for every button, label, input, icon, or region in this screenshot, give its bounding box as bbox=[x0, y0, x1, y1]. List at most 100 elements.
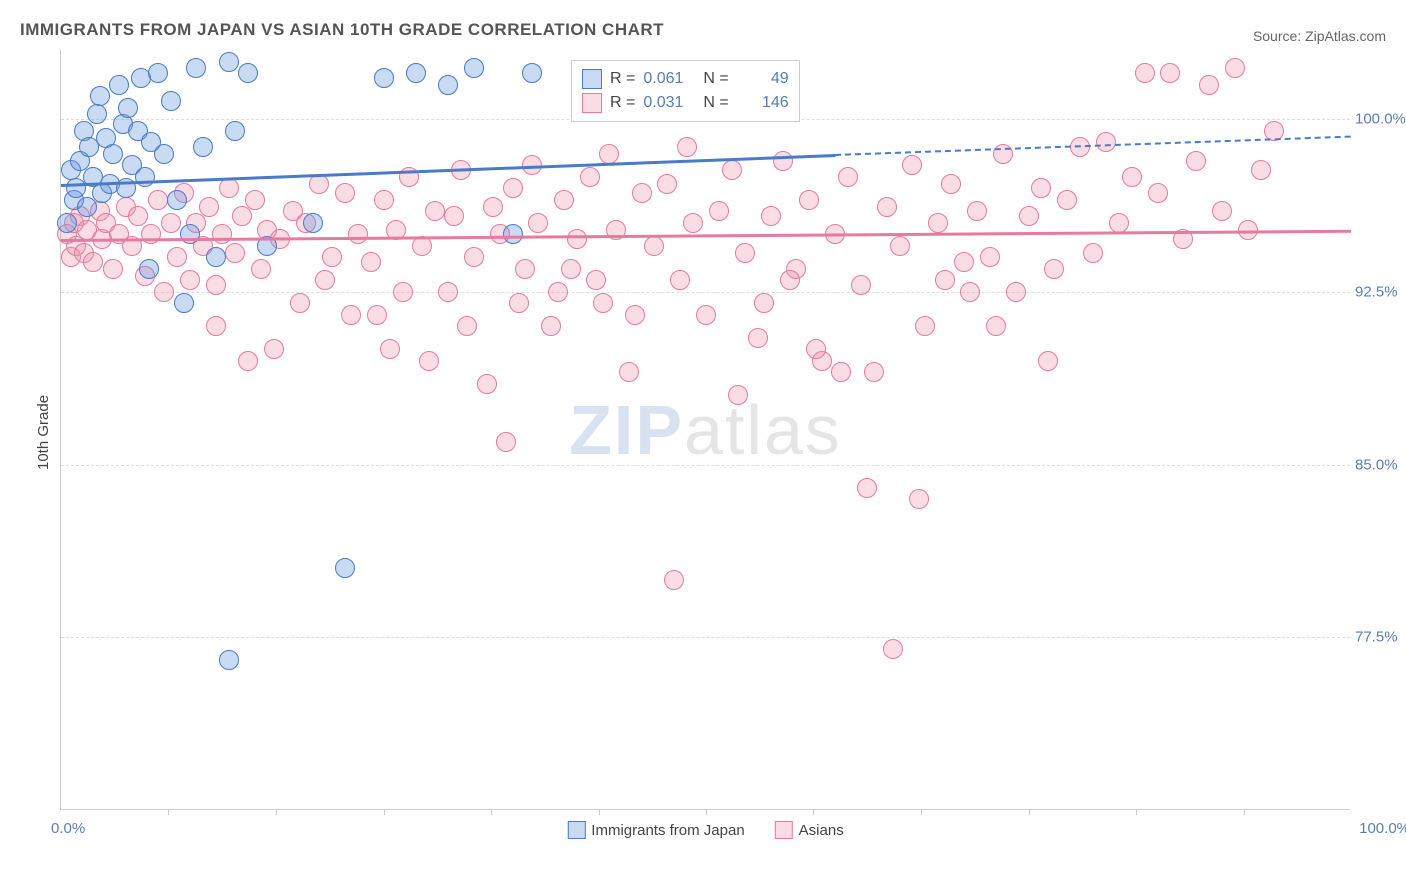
data-point bbox=[799, 190, 819, 210]
data-point bbox=[993, 144, 1013, 164]
data-point bbox=[148, 190, 168, 210]
data-point bbox=[444, 206, 464, 226]
data-point bbox=[341, 305, 361, 325]
data-point bbox=[986, 316, 1006, 336]
data-point bbox=[57, 213, 77, 233]
data-point bbox=[1019, 206, 1039, 226]
data-point bbox=[380, 339, 400, 359]
data-point bbox=[554, 190, 574, 210]
data-point bbox=[154, 282, 174, 302]
data-point bbox=[186, 58, 206, 78]
data-point bbox=[864, 362, 884, 382]
data-point bbox=[1148, 183, 1168, 203]
data-point bbox=[748, 328, 768, 348]
data-point bbox=[941, 174, 961, 194]
data-point bbox=[754, 293, 774, 313]
data-point bbox=[1109, 213, 1129, 233]
data-point bbox=[174, 293, 194, 313]
stat-n-value-0: 49 bbox=[737, 70, 789, 88]
data-point bbox=[219, 52, 239, 72]
data-point bbox=[180, 270, 200, 290]
data-point bbox=[199, 197, 219, 217]
data-point bbox=[503, 178, 523, 198]
data-point bbox=[1212, 201, 1232, 221]
data-point bbox=[87, 104, 107, 124]
data-point bbox=[915, 316, 935, 336]
stat-r-value-1: 0.031 bbox=[643, 94, 695, 112]
data-point bbox=[457, 316, 477, 336]
data-point bbox=[464, 247, 484, 267]
swatch-series-1 bbox=[582, 93, 602, 113]
data-point bbox=[154, 144, 174, 164]
data-point bbox=[696, 305, 716, 325]
ytick-label: 100.0% bbox=[1355, 111, 1406, 128]
data-point bbox=[438, 282, 458, 302]
stat-n-label: N = bbox=[703, 70, 728, 88]
xtick-label-start: 0.0% bbox=[51, 820, 85, 837]
data-point bbox=[483, 197, 503, 217]
data-point bbox=[361, 252, 381, 272]
ytick-label: 85.0% bbox=[1355, 456, 1406, 473]
legend-item: Asians bbox=[775, 821, 844, 839]
data-point bbox=[219, 178, 239, 198]
data-point bbox=[374, 190, 394, 210]
legend-swatch bbox=[775, 821, 793, 839]
legend-bottom: Immigrants from JapanAsians bbox=[567, 821, 843, 839]
data-point bbox=[1122, 167, 1142, 187]
data-point bbox=[139, 259, 159, 279]
data-point bbox=[1160, 63, 1180, 83]
xtick bbox=[1029, 809, 1030, 815]
data-point bbox=[225, 121, 245, 141]
data-point bbox=[528, 213, 548, 233]
xtick bbox=[276, 809, 277, 815]
data-point bbox=[586, 270, 606, 290]
data-point bbox=[980, 247, 1000, 267]
data-point bbox=[728, 385, 748, 405]
data-point bbox=[773, 151, 793, 171]
data-point bbox=[1199, 75, 1219, 95]
data-point bbox=[103, 259, 123, 279]
data-point bbox=[477, 374, 497, 394]
ytick-label: 77.5% bbox=[1355, 629, 1406, 646]
data-point bbox=[77, 197, 97, 217]
data-point bbox=[135, 167, 155, 187]
data-point bbox=[251, 259, 271, 279]
data-point bbox=[722, 160, 742, 180]
data-point bbox=[193, 137, 213, 157]
data-point bbox=[1083, 243, 1103, 263]
data-point bbox=[735, 243, 755, 263]
data-point bbox=[960, 282, 980, 302]
data-point bbox=[670, 270, 690, 290]
data-point bbox=[599, 144, 619, 164]
trend-line bbox=[61, 230, 1351, 242]
data-point bbox=[522, 63, 542, 83]
data-point bbox=[406, 63, 426, 83]
data-point bbox=[1031, 178, 1051, 198]
xtick bbox=[813, 809, 814, 815]
data-point bbox=[374, 68, 394, 88]
data-point bbox=[141, 224, 161, 244]
data-point bbox=[1006, 282, 1026, 302]
data-point bbox=[632, 183, 652, 203]
data-point bbox=[335, 183, 355, 203]
data-point bbox=[167, 190, 187, 210]
data-point bbox=[161, 91, 181, 111]
data-point bbox=[877, 197, 897, 217]
data-point bbox=[709, 201, 729, 221]
data-point bbox=[128, 206, 148, 226]
data-point bbox=[335, 558, 355, 578]
stat-row-series-0: R = 0.061 N = 49 bbox=[582, 67, 789, 91]
data-point bbox=[464, 58, 484, 78]
source-attribution: Source: ZipAtlas.com bbox=[1253, 28, 1386, 44]
data-point bbox=[225, 243, 245, 263]
data-point bbox=[1096, 132, 1116, 152]
data-point bbox=[148, 63, 168, 83]
plot-area: 100.0%92.5%85.0%77.5% 0.0% 100.0% ZIPatl… bbox=[60, 50, 1350, 810]
data-point bbox=[238, 351, 258, 371]
data-point bbox=[857, 478, 877, 498]
data-point bbox=[909, 489, 929, 509]
data-point bbox=[902, 155, 922, 175]
gridline bbox=[61, 637, 1350, 638]
trend-line-extrapolated bbox=[835, 135, 1351, 155]
gridline bbox=[61, 292, 1350, 293]
